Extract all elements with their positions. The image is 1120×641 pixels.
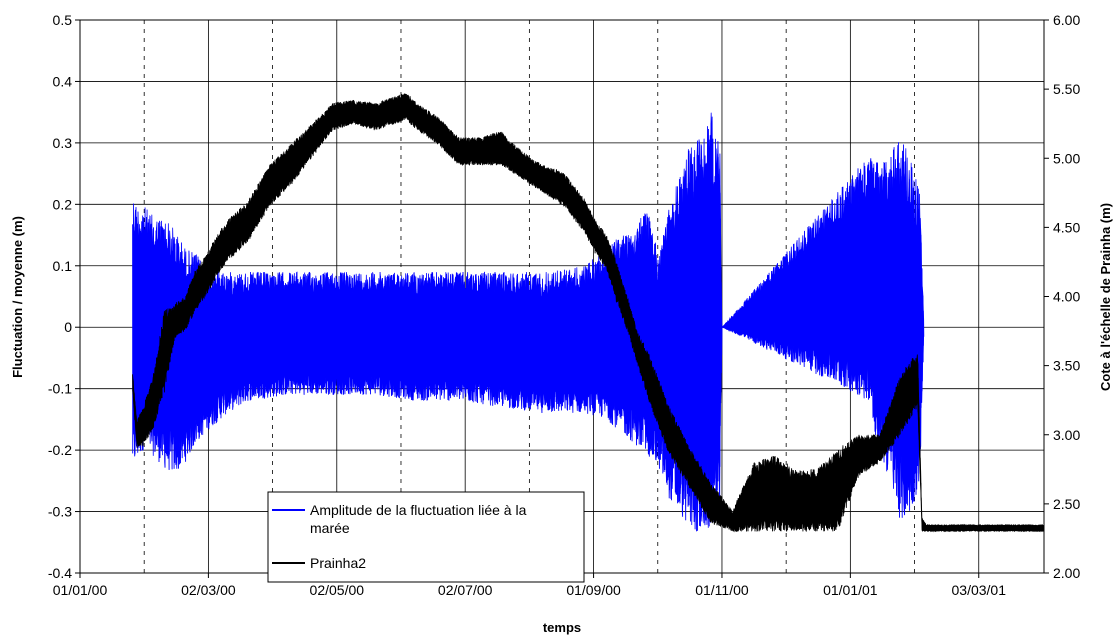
legend: Amplitude de la fluctuation liée à la ma… [267, 491, 585, 583]
y-right-tick-label: 4.00 [1053, 289, 1080, 305]
y-left-tick-label: 0 [64, 319, 72, 335]
y-left-tick-label: -0.2 [48, 442, 72, 458]
x-tick-label: 01/09/00 [566, 582, 621, 598]
x-tick-label: 01/11/00 [695, 582, 749, 598]
x-tick-label: 01/01/00 [53, 582, 108, 598]
y-right-tick-label: 2.50 [1053, 496, 1080, 512]
legend-label-amplitude: Amplitude de la fluctuation liée à la ma… [310, 502, 530, 536]
series-prainha2-trace [132, 93, 1045, 532]
y-right-tick-label: 3.00 [1053, 427, 1080, 443]
y-right-tick-label: 3.50 [1053, 358, 1080, 374]
y-left-tick-label: 0.3 [53, 135, 73, 151]
y-left-tick-label: 0.1 [53, 258, 73, 274]
series-amplitude-trace [132, 112, 925, 532]
series-layer [132, 93, 1045, 533]
legend-box [267, 491, 585, 583]
y-axis-left-label: Fluctuation / moyenne (m) [10, 216, 25, 378]
y-right-tick-label: 4.50 [1053, 219, 1080, 235]
axes: -0.4 -0.3 -0.2 -0.1 0 0.1 0.2 0.3 0.4 0.5 2.00 2.50… [48, 12, 1081, 598]
x-tick-label: 02/03/00 [181, 582, 236, 598]
y-left-tick-label: 0.4 [53, 73, 73, 89]
x-tick-label: 03/03/01 [952, 582, 1007, 598]
x-tick-label: 02/07/00 [438, 582, 493, 598]
y-left-tick-label: -0.3 [48, 504, 72, 520]
x-tick-label: 02/05/00 [310, 582, 365, 598]
x-tick-label: 01/01/01 [823, 582, 878, 598]
x-axis-label: temps [543, 620, 581, 635]
y-right-tick-label: 2.00 [1053, 565, 1080, 581]
y-left-tick-label: -0.1 [48, 381, 72, 397]
legend-label-prainha2: Prainha2 [310, 555, 366, 571]
y-right-tick-label: 5.50 [1053, 81, 1080, 97]
y-left-tick-label: 0.2 [53, 196, 73, 212]
legend-label-amplitude-line1: Amplitude de la fluctuation liée à la [310, 502, 527, 518]
y-left-tick-label: -0.4 [48, 565, 72, 581]
y-right-tick-label: 5.00 [1053, 150, 1080, 166]
y-axis-right-label: Cote à l'échelle de Prainha (m) [1098, 203, 1113, 391]
legend-label-amplitude-line2: marée [310, 520, 350, 536]
y-left-tick-label: 0.5 [53, 12, 73, 28]
y-right-tick-label: 6.00 [1053, 12, 1080, 28]
